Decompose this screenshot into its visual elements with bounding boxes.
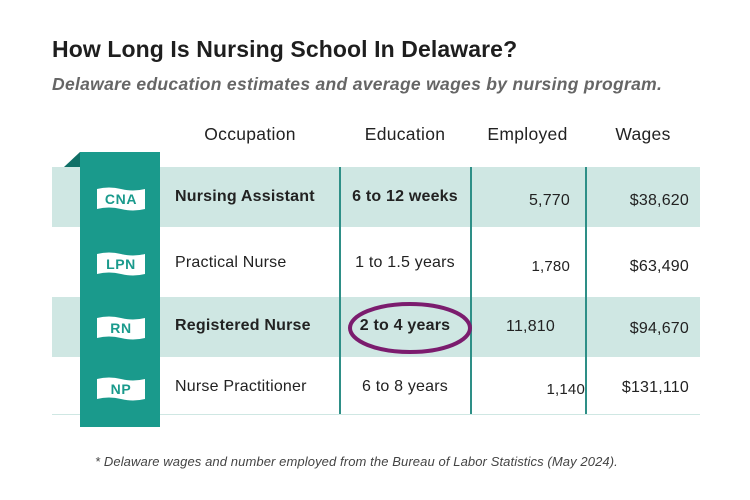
badge-lpn: LPN bbox=[96, 251, 146, 277]
wages-cell: $38,620 bbox=[629, 192, 689, 209]
education-cell: 6 to 8 years bbox=[361, 378, 448, 395]
column-divider-3 bbox=[585, 167, 587, 414]
table-row-lpn bbox=[52, 227, 700, 287]
badge-label: LPN bbox=[106, 256, 136, 272]
column-divider-1 bbox=[339, 167, 341, 414]
flag-banner-icon bbox=[97, 252, 145, 276]
column-divider-2 bbox=[470, 167, 472, 414]
page-title: How Long Is Nursing School In Delaware? bbox=[52, 36, 518, 62]
header-employed: Employed bbox=[487, 124, 568, 144]
badge-cna: CNA bbox=[96, 186, 146, 212]
employed-cell: 1,780 bbox=[531, 258, 570, 275]
table-bottom-divider bbox=[52, 414, 700, 415]
badge-label: CNA bbox=[104, 191, 138, 207]
page-subtitle: Delaware education estimates and average… bbox=[52, 74, 663, 94]
table-row-cna bbox=[52, 167, 700, 227]
wages-cell: $63,490 bbox=[629, 258, 689, 275]
header-occupation: Occupation bbox=[204, 124, 296, 144]
flag-banner-icon bbox=[97, 377, 145, 401]
badge-np: NP bbox=[96, 376, 146, 402]
employed-cell: 5,770 bbox=[528, 192, 570, 209]
highlight-circle bbox=[348, 302, 472, 354]
occupation-cell: Nursing Assistant bbox=[175, 188, 315, 205]
occupation-cell: Registered Nurse bbox=[175, 317, 311, 334]
table-row-np bbox=[52, 357, 700, 417]
badge-rn: RN bbox=[96, 315, 146, 341]
education-cell: 1 to 1.5 years bbox=[355, 254, 455, 271]
badge-label: RN bbox=[110, 320, 132, 336]
occupation-cell: Nurse Practitioner bbox=[175, 378, 307, 395]
wages-cell: $131,110 bbox=[621, 379, 689, 396]
education-cell: 2 to 4 years bbox=[359, 317, 451, 334]
wages-cell: $94,670 bbox=[629, 320, 689, 337]
footnote: * Delaware wages and number employed fro… bbox=[95, 454, 618, 469]
header-wages: Wages bbox=[615, 124, 671, 144]
header-education: Education bbox=[364, 124, 446, 144]
badge-label: NP bbox=[110, 381, 132, 397]
ribbon-fold bbox=[64, 152, 80, 167]
education-cell: 6 to 12 weeks bbox=[352, 188, 458, 205]
employed-cell: 11,810 bbox=[506, 318, 555, 335]
flag-banner-icon bbox=[97, 316, 145, 340]
occupation-cell: Practical Nurse bbox=[175, 254, 287, 271]
employed-cell: 1,140 bbox=[546, 381, 585, 398]
flag-banner-icon bbox=[97, 187, 145, 211]
